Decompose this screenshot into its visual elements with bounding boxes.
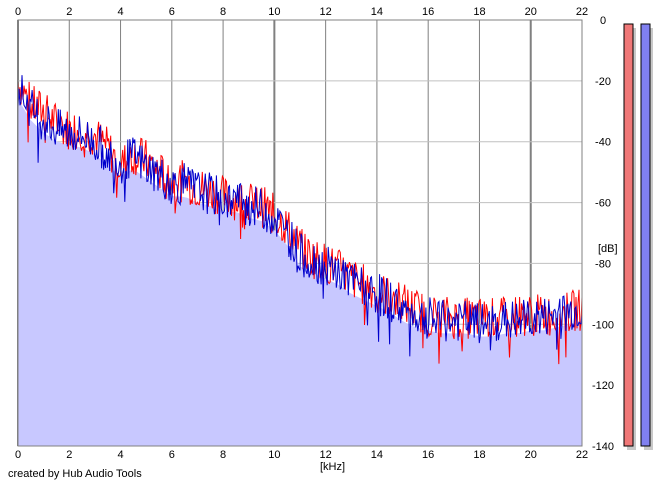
x-tick-label-top: 4: [117, 6, 123, 18]
y-tick-labels: 0 -20 -40 -60 -80 -100 -120 -140: [592, 15, 614, 453]
credit-text: created by Hub Audio Tools: [8, 468, 142, 480]
x-tick-label-bottom: 8: [220, 449, 226, 461]
x-tick-label-top: 18: [473, 6, 485, 18]
level-meter-2: [640, 23, 651, 447]
x-tick-labels-top: 0 2 4 6 8 10 12 14 16 18 20 22: [15, 6, 588, 18]
series-line-1: [17, 81, 583, 365]
y-axis-label: [dB]: [598, 243, 618, 255]
x-tick-label-bottom: 22: [576, 449, 588, 461]
y-tick-label: -40: [595, 137, 611, 149]
x-tick-label-top: 10: [268, 6, 280, 18]
x-tick-label-bottom: 20: [525, 449, 537, 461]
x-tick-label-bottom: 12: [320, 449, 332, 461]
level-meters: [623, 23, 653, 450]
x-tick-label-top: 12: [320, 6, 332, 18]
x-tick-label-bottom: 4: [117, 449, 123, 461]
y-tick-label: 0: [600, 15, 606, 27]
y-tick-label: -100: [592, 319, 614, 331]
x-tick-label-bottom: 18: [473, 449, 485, 461]
x-tick-labels-bottom: 0 2 4 6 8 10 12 14 16 18 20 22: [15, 449, 588, 461]
x-tick-label-bottom: 10: [268, 449, 280, 461]
x-tick-label-top: 8: [220, 6, 226, 18]
x-tick-label-bottom: 14: [371, 449, 383, 461]
x-tick-label-bottom: 2: [66, 449, 72, 461]
y-tick-label: -60: [595, 198, 611, 210]
x-tick-label-top: 2: [66, 6, 72, 18]
series-line-2: [17, 75, 583, 357]
x-tick-label-bottom: 6: [169, 449, 175, 461]
x-axis-label: [kHz]: [320, 461, 346, 473]
x-tick-label-top: 20: [525, 6, 537, 18]
x-tick-label-top: 16: [422, 6, 434, 18]
x-tick-label-top: 22: [576, 6, 588, 18]
x-tick-label-top: 14: [371, 6, 383, 18]
plot-frame: [17, 19, 583, 447]
x-tick-label-bottom: 16: [422, 449, 434, 461]
spectrum-fill-area: [18, 99, 582, 446]
x-tick-label-top: 6: [169, 6, 175, 18]
y-tick-label: -80: [595, 258, 611, 270]
y-tick-label: -140: [592, 441, 614, 453]
series-layer: [17, 75, 583, 365]
x-tick-label-top: 0: [15, 6, 21, 18]
y-tick-label: -120: [592, 380, 614, 392]
y-tick-label: -20: [595, 76, 611, 88]
level-meter-1: [623, 23, 634, 447]
x-tick-label-bottom: 0: [15, 449, 21, 461]
